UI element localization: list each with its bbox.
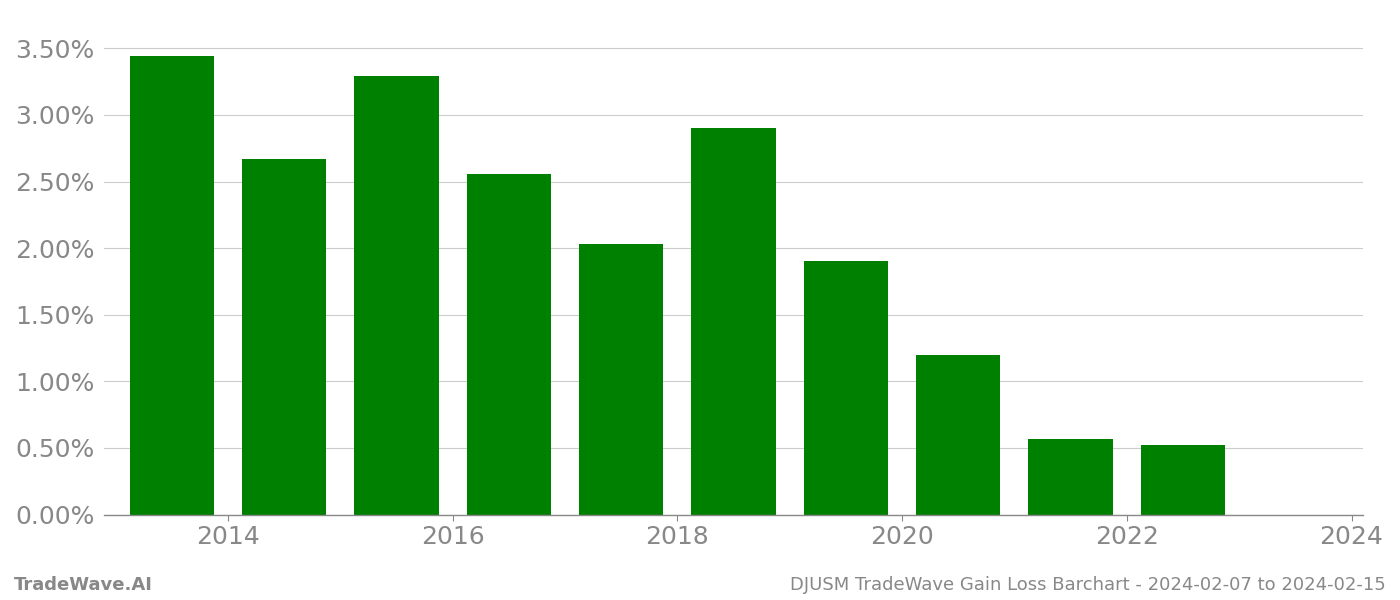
Bar — [692, 128, 776, 515]
Bar — [354, 76, 438, 515]
Bar — [1141, 445, 1225, 515]
Bar — [804, 262, 888, 515]
Bar — [466, 173, 550, 515]
Bar — [242, 159, 326, 515]
Bar — [580, 244, 664, 515]
Bar — [1029, 439, 1113, 515]
Bar — [916, 355, 1001, 515]
Text: DJUSM TradeWave Gain Loss Barchart - 2024-02-07 to 2024-02-15: DJUSM TradeWave Gain Loss Barchart - 202… — [790, 576, 1386, 594]
Text: TradeWave.AI: TradeWave.AI — [14, 576, 153, 594]
Bar — [130, 56, 214, 515]
